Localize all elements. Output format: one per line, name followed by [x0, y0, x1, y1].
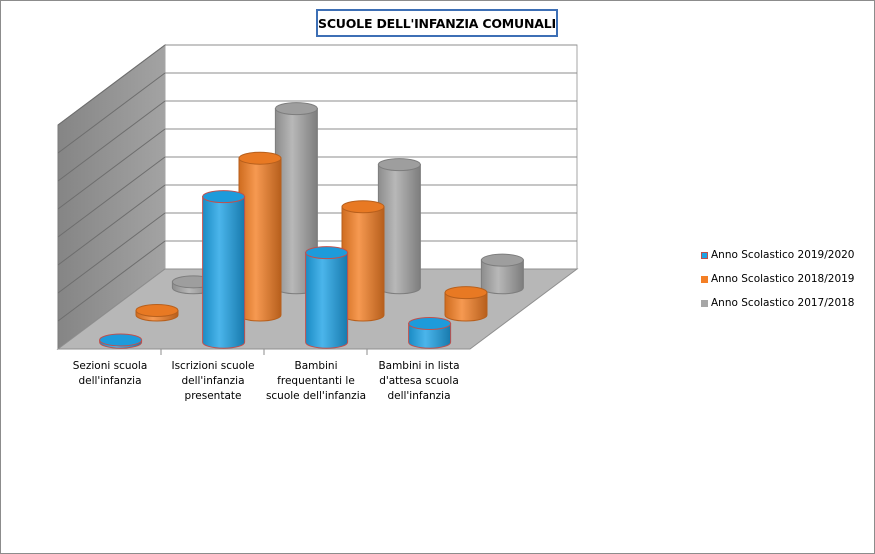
legend-item-2018-2019: Anno Scolastico 2018/2019 [701, 267, 855, 291]
bar-top [444, 286, 488, 300]
category-label-3: Bambini frequentanti le scuole dell'infa… [265, 360, 367, 402]
legend-swatch-2019-2020 [701, 251, 708, 259]
bar-body [377, 164, 421, 295]
legend-label-2017-2018: Anno Scolastico 2017/2018 [711, 297, 855, 309]
bar-anno-scolastico-2018-2019-4 [444, 286, 488, 322]
bar-top [377, 158, 421, 172]
category-label-1: Sezioni scuola dell'infanzia [72, 360, 148, 387]
bar-top [135, 304, 179, 318]
bar-body [341, 206, 385, 322]
legend-swatch-2018-2019 [701, 275, 708, 283]
gridline-side [57, 240, 166, 322]
gridline-side [57, 156, 166, 238]
bar-anno-scolastico-2017-2018-3 [377, 158, 421, 295]
bar-anno-scolastico-2019-2020-4 [408, 317, 452, 349]
legend-item-2017-2018: Anno Scolastico 2017/2018 [701, 291, 855, 315]
legend-label-2019-2020: Anno Scolastico 2019/2020 [711, 249, 855, 261]
chart-title: SCUOLE DELL'INFANZIA COMUNALI [316, 9, 558, 37]
bar-top [480, 253, 524, 267]
bar-body [238, 157, 282, 322]
bar-top [408, 317, 452, 331]
bar-top [202, 190, 246, 204]
bar-body [305, 252, 349, 349]
gridline-side [57, 212, 166, 294]
chart-legend: Anno Scolastico 2019/2020 Anno Scolastic… [701, 243, 855, 315]
bar-anno-scolastico-2018-2019-3 [341, 200, 385, 322]
gridline-side [57, 100, 166, 182]
bar-top [99, 333, 143, 347]
legend-swatch-2017-2018 [701, 299, 708, 307]
bar-top [341, 200, 385, 214]
bar-top [238, 151, 282, 165]
gridline-side [57, 184, 166, 266]
bar-anno-scolastico-2019-2020-3 [305, 246, 349, 349]
gridline-side [57, 128, 166, 210]
bar-body [444, 292, 488, 322]
bar-anno-scolastico-2019-2020-2 [202, 190, 246, 349]
bar-top [305, 246, 349, 260]
bar-anno-scolastico-2018-2019-1 [135, 304, 179, 322]
bar-top [274, 102, 318, 116]
legend-label-2018-2019: Anno Scolastico 2018/2019 [711, 273, 855, 285]
bar-body [408, 323, 452, 349]
category-label-4: Bambini in lista d'attesa scuola dell'in… [378, 360, 460, 402]
bar-body [202, 196, 246, 349]
bar-anno-scolastico-2019-2020-1 [99, 333, 143, 349]
gridline-side [57, 44, 166, 126]
gridline-side [57, 72, 166, 154]
category-label-2: Iscrizioni scuole dell'infanzia presenta… [171, 360, 255, 402]
bar-anno-scolastico-2017-2018-2 [274, 102, 318, 295]
bar-anno-scolastico-2017-2018-4 [480, 253, 524, 295]
bar-anno-scolastico-2018-2019-2 [238, 151, 282, 322]
legend-item-2019-2020: Anno Scolastico 2019/2020 [701, 243, 855, 267]
